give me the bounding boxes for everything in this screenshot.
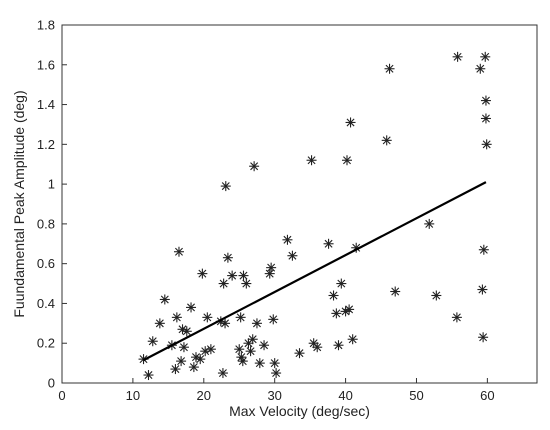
data-point [478, 244, 489, 255]
data-point [480, 95, 491, 106]
data-point [331, 308, 342, 319]
data-point [241, 278, 252, 289]
data-point [287, 250, 298, 261]
y-tick-label: 0 [48, 376, 55, 391]
data-point [143, 370, 154, 381]
y-tick-label: 1.2 [37, 137, 55, 152]
data-point [294, 348, 305, 359]
data-point [147, 336, 158, 347]
data-point [282, 234, 293, 245]
data-point [254, 358, 265, 369]
data-point [390, 286, 401, 297]
data-point [190, 352, 201, 363]
data-point [431, 290, 442, 301]
x-tick-label: 60 [480, 388, 494, 403]
data-point [238, 270, 249, 281]
data-point [308, 338, 319, 349]
data-point [477, 284, 488, 295]
data-point [205, 344, 216, 355]
data-point [186, 302, 197, 313]
data-point [424, 218, 435, 229]
data-point [344, 304, 355, 315]
data-point [188, 362, 199, 373]
data-point [271, 368, 282, 379]
x-tick-label: 0 [58, 388, 65, 403]
y-tick-label: 0.8 [37, 216, 55, 231]
y-axis-label: Fuundamental Peak Amplitude (deg) [11, 90, 27, 317]
data-point [381, 135, 392, 146]
data-point [251, 318, 262, 329]
data-point [178, 342, 189, 353]
data-point [451, 312, 462, 323]
regression-line [143, 181, 487, 362]
data-point [345, 117, 356, 128]
x-tick-label: 10 [126, 388, 140, 403]
data-point [195, 354, 206, 365]
x-tick-label: 50 [409, 388, 423, 403]
y-tick-label: 1.4 [37, 97, 55, 112]
data-point [218, 278, 229, 289]
data-point [333, 340, 344, 351]
data-point [328, 290, 339, 301]
data-point [181, 326, 192, 337]
data-point [249, 161, 260, 172]
data-point [176, 356, 187, 367]
x-tick-label: 30 [267, 388, 281, 403]
data-point [170, 364, 181, 375]
data-point [237, 356, 248, 367]
data-point [220, 181, 231, 192]
data-point [312, 342, 323, 353]
y-tick-label: 1.6 [37, 57, 55, 72]
data-point [234, 344, 245, 355]
y-tick-label: 0.4 [37, 296, 55, 311]
data-point [173, 246, 184, 257]
data-point [171, 312, 182, 323]
data-point [480, 113, 491, 124]
x-tick-label: 20 [197, 388, 211, 403]
x-tick-label: 40 [338, 388, 352, 403]
data-point [342, 155, 352, 166]
data-point [306, 155, 317, 166]
x-axis-label: Max Velocity (deg/sec) [229, 403, 370, 419]
data-point [247, 334, 258, 345]
data-point [384, 63, 395, 74]
data-point [227, 270, 238, 281]
data-point [235, 312, 246, 323]
data-point [222, 252, 233, 263]
data-point [323, 238, 334, 249]
y-tick-label: 0.6 [37, 256, 55, 271]
data-point [245, 346, 256, 357]
data-point [266, 262, 277, 273]
data-point [336, 278, 347, 289]
data-point [268, 314, 279, 325]
data-point [481, 139, 492, 150]
data-point [159, 294, 170, 305]
data-point [452, 51, 463, 62]
data-points [138, 51, 492, 381]
data-point [480, 51, 491, 62]
data-point [259, 340, 270, 351]
plot-frame [61, 24, 538, 384]
y-tick-label: 1.8 [37, 18, 55, 33]
data-point [154, 318, 165, 329]
data-point [202, 312, 213, 323]
data-point [347, 334, 358, 345]
data-point [220, 318, 231, 329]
y-axis-ticks: 0 0.2 0.4 0.6 0.8 1 1.2 1.4 1.6 1.8 [37, 18, 67, 391]
data-point [264, 268, 275, 279]
y-tick-label: 1 [48, 177, 55, 192]
data-point [475, 63, 486, 74]
data-point [269, 358, 280, 369]
x-axis-ticks: 0 10 20 30 40 50 60 [58, 378, 495, 403]
data-point [478, 332, 489, 343]
data-point [217, 368, 228, 379]
data-point [197, 268, 208, 279]
y-tick-label: 0.2 [37, 336, 55, 351]
